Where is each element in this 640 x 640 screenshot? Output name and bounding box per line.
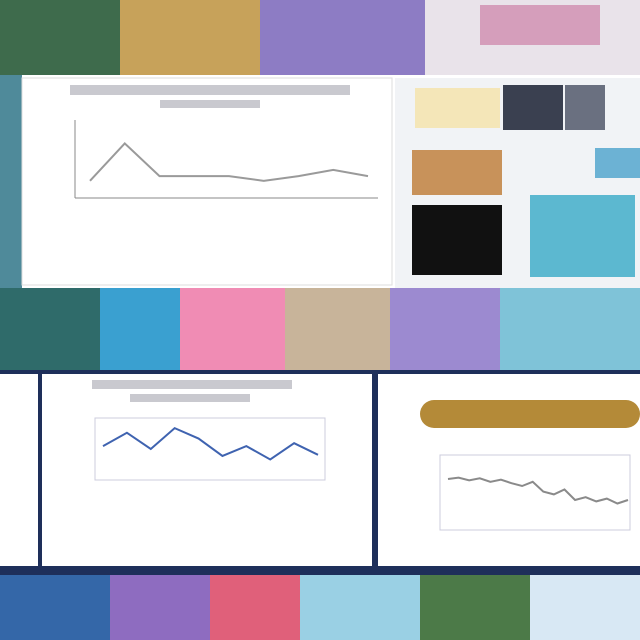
- image-tile: [503, 85, 563, 130]
- title-placeholder: [70, 85, 350, 95]
- image-tile: [0, 288, 100, 370]
- image-tile: [100, 288, 180, 370]
- chart-panel: [21, 77, 393, 286]
- panel: [0, 374, 38, 566]
- image-tile: [415, 88, 500, 128]
- image-tile: [300, 575, 420, 640]
- image-tile: [180, 288, 285, 370]
- image-tile: [530, 575, 640, 640]
- image-tile: [595, 148, 640, 178]
- image-tile: [285, 288, 390, 370]
- image-tile: [0, 0, 120, 75]
- image-tile: [0, 575, 110, 640]
- image-tile: [0, 75, 22, 290]
- image-tile: [390, 288, 500, 370]
- image-tile: [120, 0, 260, 75]
- image-tile: [110, 575, 210, 640]
- image-tile: [565, 85, 605, 130]
- plot-area: [94, 417, 326, 481]
- plot-area: [439, 454, 631, 531]
- data-line: [102, 426, 319, 461]
- image-tile: [420, 400, 640, 428]
- data-line: [447, 476, 629, 505]
- image-tile: [412, 205, 502, 275]
- image-tile: [530, 195, 635, 277]
- image-tile: [210, 575, 300, 640]
- title-placeholder: [92, 380, 292, 389]
- image-tile: [420, 575, 530, 640]
- data-line: [89, 141, 369, 182]
- image-tile: [480, 5, 600, 45]
- title-placeholder: [130, 394, 250, 402]
- image-tile: [412, 150, 502, 195]
- image-tile: [260, 0, 425, 75]
- image-tile: [500, 288, 640, 370]
- title-placeholder: [160, 100, 260, 108]
